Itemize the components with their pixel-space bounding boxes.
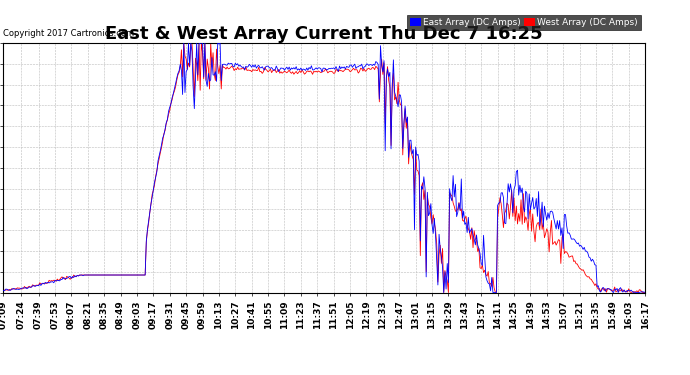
Legend: East Array (DC Amps), West Array (DC Amps): East Array (DC Amps), West Array (DC Amp… bbox=[407, 15, 640, 30]
Title: East & West Array Current Thu Dec 7 16:25: East & West Array Current Thu Dec 7 16:2… bbox=[106, 25, 543, 43]
Text: Copyright 2017 Cartronics.com: Copyright 2017 Cartronics.com bbox=[3, 29, 135, 38]
